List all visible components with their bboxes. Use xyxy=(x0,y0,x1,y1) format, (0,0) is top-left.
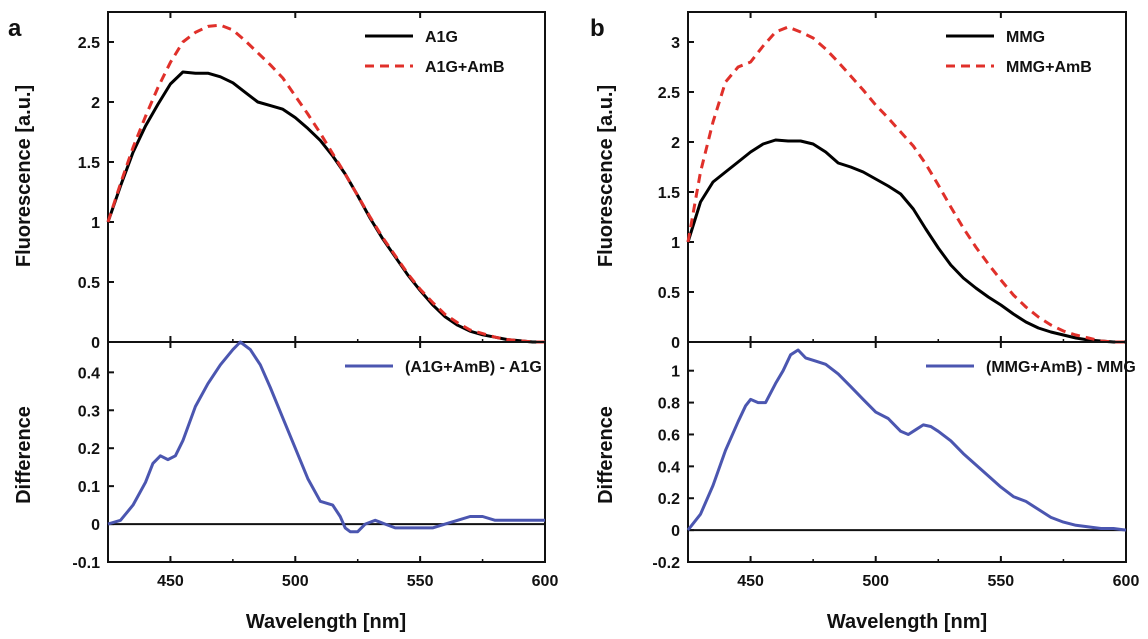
y-tick-label: 0 xyxy=(91,517,100,534)
panel-b-top-ylabel: Fluorescence [a.u.] xyxy=(595,85,617,267)
panel-b-top-plot: 0 0.5 1 1.5 2 2.5 3 MMG MMG+AmB xyxy=(658,11,1127,352)
y-tick-label: 0.5 xyxy=(658,285,680,302)
panel-b-bottom-plot: -0.2 0 0.2 0.4 0.6 0.8 1 450 500 550 600 (MMG+AmB) … xyxy=(652,341,1140,590)
y-tick-label: 2.5 xyxy=(78,35,100,52)
panel-letter-a: a xyxy=(8,15,22,42)
series-line--mmg-amb-mmg xyxy=(686,348,1127,532)
y-tick-label: 1 xyxy=(91,215,100,232)
panel-a-bottom-ylabel: Difference xyxy=(13,406,35,504)
legend-label: A1G+AmB xyxy=(425,59,505,76)
y-tick-label: 1.5 xyxy=(78,155,100,172)
y-tick-label: 2 xyxy=(91,95,100,112)
panel-a-xlabel: Wavelength [nm] xyxy=(246,611,406,633)
y-tick-label: 0.8 xyxy=(658,396,680,413)
y-tick-label: -0.2 xyxy=(652,555,680,572)
y-tick-label: 0 xyxy=(91,335,100,352)
plot-frame xyxy=(687,341,1127,563)
x-tick-label: 600 xyxy=(532,573,559,590)
legend-label: (A1G+AmB) - A1G xyxy=(405,359,542,376)
panel-a-top-plot: 0 0.5 1 1.5 2 2.5 A1G A1G+AmB xyxy=(78,11,546,352)
y-tick-label: -0.1 xyxy=(72,555,100,572)
y-tick-label: 0 xyxy=(671,335,680,352)
x-tick-label: 600 xyxy=(1113,573,1140,590)
y-tick-label: 0.4 xyxy=(78,365,100,382)
y-tick-label: 1 xyxy=(671,364,680,381)
legend-label: MMG xyxy=(1006,29,1045,46)
y-tick-label: 0.2 xyxy=(658,491,680,508)
legend-label: A1G xyxy=(425,29,458,46)
x-tick-label: 500 xyxy=(862,573,889,590)
y-tick-label: 2 xyxy=(671,135,680,152)
panel-letter-b: b xyxy=(590,15,605,42)
y-tick-label: 0.1 xyxy=(78,479,100,496)
y-tick-label: 2.5 xyxy=(658,85,680,102)
y-tick-label: 3 xyxy=(671,35,680,52)
y-tick-label: 1.5 xyxy=(658,185,680,202)
y-tick-label: 0.3 xyxy=(78,403,100,420)
y-tick-label: 0.4 xyxy=(658,459,680,476)
y-tick-label: 0.6 xyxy=(658,427,680,444)
panel-b-bottom-ylabel: Difference xyxy=(595,406,617,504)
y-tick-label: 1 xyxy=(671,235,680,252)
y-tick-label: 0.5 xyxy=(78,275,100,292)
panel-a-bottom-plot: -0.1 0 0.1 0.2 0.3 0.4 450 500 550 600 (A1G+AmB) -… xyxy=(72,340,559,590)
plot-frame xyxy=(107,341,546,563)
x-tick-label: 500 xyxy=(282,573,309,590)
panel-b-xlabel: Wavelength [nm] xyxy=(827,611,987,633)
series-line-mmg-amb xyxy=(686,25,1126,344)
panel-a-top-ylabel: Fluorescence [a.u.] xyxy=(13,85,35,267)
x-tick-label: 550 xyxy=(407,573,434,590)
legend-label: MMG+AmB xyxy=(1006,59,1092,76)
y-tick-label: 0.2 xyxy=(78,441,100,458)
legend-label: (MMG+AmB) - MMG xyxy=(986,359,1136,376)
series-line-mmg xyxy=(686,138,1126,344)
series-line-a1g xyxy=(106,70,545,344)
x-tick-label: 550 xyxy=(988,573,1015,590)
x-tick-label: 450 xyxy=(157,573,184,590)
y-tick-label: 0 xyxy=(671,523,680,540)
series-line--a1g-amb-a1g xyxy=(107,340,545,534)
x-tick-label: 450 xyxy=(737,573,764,590)
